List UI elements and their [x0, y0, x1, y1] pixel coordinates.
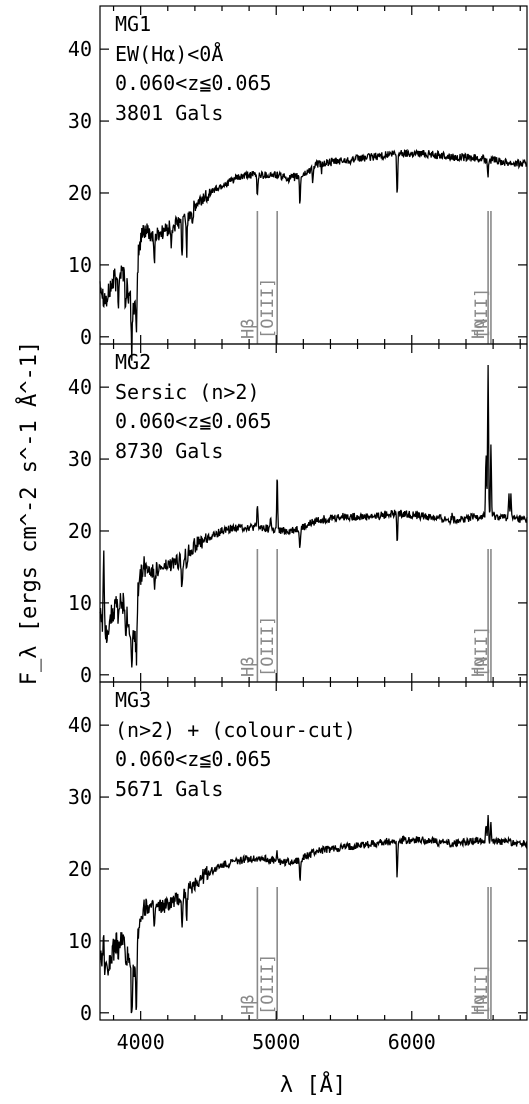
panel-label-count: 3801 Gals — [115, 101, 223, 125]
marker-label-nii: [NII] — [472, 288, 492, 339]
y-tick-label: 10 — [68, 253, 92, 277]
panel-label-selection: (n>2) + (colour-cut) — [115, 718, 356, 742]
panel-label-selection: Sersic (n>2) — [115, 380, 260, 404]
marker-label-h: Hβ — [238, 995, 258, 1015]
x-tick-label: 4000 — [117, 1030, 165, 1054]
y-tick-label: 0 — [80, 663, 92, 687]
marker-label-oiii: [OIII] — [258, 278, 278, 339]
marker-label-oiii: [OIII] — [258, 954, 278, 1015]
y-tick-label: 10 — [68, 929, 92, 953]
panel-label-redshift: 0.060<z≦0.065 — [115, 409, 272, 433]
panel-label-name: MG3 — [115, 688, 151, 712]
y-tick-label: 0 — [80, 1001, 92, 1025]
spectrum-line — [99, 814, 528, 1014]
y-tick-label: 30 — [68, 447, 92, 471]
y-tick-label: 20 — [68, 519, 92, 543]
y-axis-label: F_λ [ergs cm^-2 s^-1 Å^-1] — [15, 341, 42, 685]
y-tick-label: 30 — [68, 109, 92, 133]
y-tick-label: 40 — [68, 713, 92, 737]
y-tick-label: 20 — [68, 181, 92, 205]
panel-label-redshift: 0.060<z≦0.065 — [115, 71, 272, 95]
x-axis-label: λ [Å] — [280, 1071, 346, 1098]
marker-label-h: Hβ — [238, 657, 258, 677]
panel-label-selection: EW(Hα)<0Å — [115, 42, 223, 66]
x-tick-label: 6000 — [388, 1030, 436, 1054]
spectrum-line — [99, 148, 528, 361]
y-tick-label: 20 — [68, 857, 92, 881]
panel-label-name: MG2 — [115, 350, 151, 374]
panel-label-count: 8730 Gals — [115, 439, 223, 463]
y-tick-label: 0 — [80, 325, 92, 349]
panel-label-count: 5671 Gals — [115, 777, 223, 801]
marker-label-nii: [NII] — [472, 964, 492, 1015]
marker-label-nii: [NII] — [472, 626, 492, 677]
marker-label-h: Hα — [469, 657, 489, 677]
marker-label-h: Hα — [469, 319, 489, 339]
panel-label-name: MG1 — [115, 12, 151, 36]
marker-label-h: Hα — [469, 995, 489, 1015]
panel-mg2: Hβ [OIII] Hα[NII] 0 10 20 30 40 MG2 Sersic (n>… — [68, 343, 528, 687]
panel-mg3: Hβ [OIII] Hα[NII] 0 10 20 30 40 MG3 (n>2) + (c… — [68, 681, 528, 1025]
y-tick-label: 10 — [68, 591, 92, 615]
y-tick-label: 40 — [68, 375, 92, 399]
x-tick-label: 5000 — [252, 1030, 300, 1054]
marker-label-oiii: [OIII] — [258, 616, 278, 677]
y-tick-label: 40 — [68, 37, 92, 61]
y-tick-label: 30 — [68, 785, 92, 809]
panel-frame — [99, 681, 528, 1021]
marker-label-h: Hβ — [238, 319, 258, 339]
panel-label-redshift: 0.060<z≦0.065 — [115, 747, 272, 771]
x-tick-labels: 4000 5000 6000 — [117, 1030, 436, 1054]
spectrum-line — [99, 364, 528, 668]
